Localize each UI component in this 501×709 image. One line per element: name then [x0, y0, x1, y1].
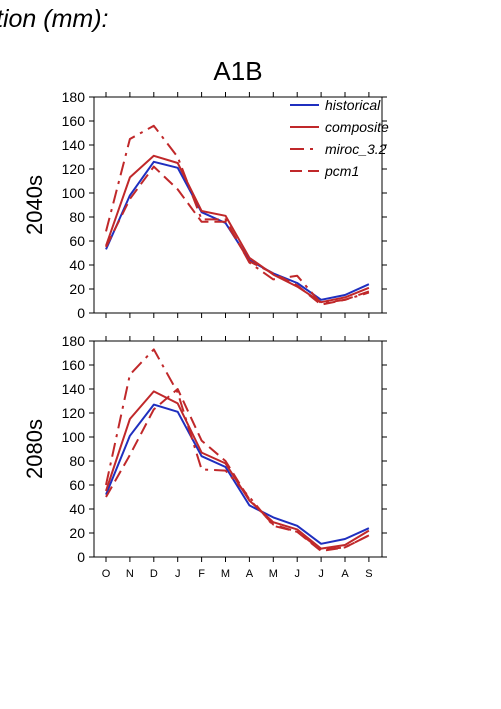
chart-legend: historical composite miroc_3.2 pcm1	[290, 97, 389, 179]
x-tick-label: S	[365, 568, 372, 580]
x-tick-label: J	[294, 568, 300, 580]
series-line-miroc_3.2	[105, 348, 370, 551]
y-tick-label: 60	[69, 233, 85, 249]
chart-panels: 0 20 40 60 80 100 120 140 160 180 2040s 0 20 40 60 80 10…	[22, 89, 387, 580]
series-line-historical	[105, 160, 370, 301]
plot-frame	[93, 340, 383, 558]
series-line-miroc_3.2	[105, 124, 370, 305]
series-line-pcm1	[105, 165, 370, 306]
x-tick-label: J	[318, 568, 324, 580]
panel-ylabel: 2080s	[22, 419, 47, 479]
y-tick-label: 180	[62, 333, 86, 349]
panel-2040s: 0 20 40 60 80 100 120 140 160 180 2040s	[22, 89, 387, 321]
x-tick-label: D	[150, 568, 158, 580]
x-tick-label: F	[198, 568, 205, 580]
plot-frame	[93, 96, 383, 314]
y-tick-label: 40	[69, 257, 85, 273]
y-tick-label: 0	[77, 305, 85, 321]
series-line-composite	[105, 154, 370, 304]
chart-title: A1B	[213, 56, 262, 86]
y-tick-label: 100	[62, 185, 86, 201]
legend-label-pcm1: pcm1	[324, 163, 359, 179]
y-tick-label: 160	[62, 113, 86, 129]
x-tick-label: M	[269, 568, 278, 580]
page-header-text: tion (mm):	[0, 5, 109, 33]
panel-2080s: 0 20 40 60 80 100 120 140 160 180 O N D J F M A M J J A S 2080…	[22, 333, 387, 580]
x-tick-label: A	[341, 568, 349, 580]
legend-label-miroc_3.2: miroc_3.2	[325, 141, 387, 157]
x-tick-label: A	[246, 568, 254, 580]
x-tick-label: O	[102, 568, 111, 580]
y-tick-label: 160	[62, 357, 86, 373]
y-tick-label: 100	[62, 429, 86, 445]
y-tick-label: 140	[62, 381, 86, 397]
y-tick-label: 180	[62, 89, 86, 105]
y-tick-label: 40	[69, 501, 85, 517]
legend-label-composite: composite	[325, 119, 389, 135]
y-tick-label: 80	[69, 453, 85, 469]
y-tick-label: 20	[69, 525, 85, 541]
y-tick-label: 60	[69, 477, 85, 493]
y-tick-label: 20	[69, 281, 85, 297]
y-tick-label: 80	[69, 209, 85, 225]
y-tick-label: 120	[62, 161, 86, 177]
x-tick-label: N	[126, 568, 134, 580]
series-line-pcm1	[105, 388, 370, 552]
panel-ylabel: 2040s	[22, 175, 47, 235]
series-line-historical	[105, 403, 370, 545]
x-tick-label: J	[175, 568, 181, 580]
y-tick-label: 140	[62, 137, 86, 153]
y-tick-label: 0	[77, 549, 85, 565]
legend-label-historical: historical	[325, 97, 381, 113]
x-tick-label: M	[221, 568, 230, 580]
y-tick-label: 120	[62, 405, 86, 421]
